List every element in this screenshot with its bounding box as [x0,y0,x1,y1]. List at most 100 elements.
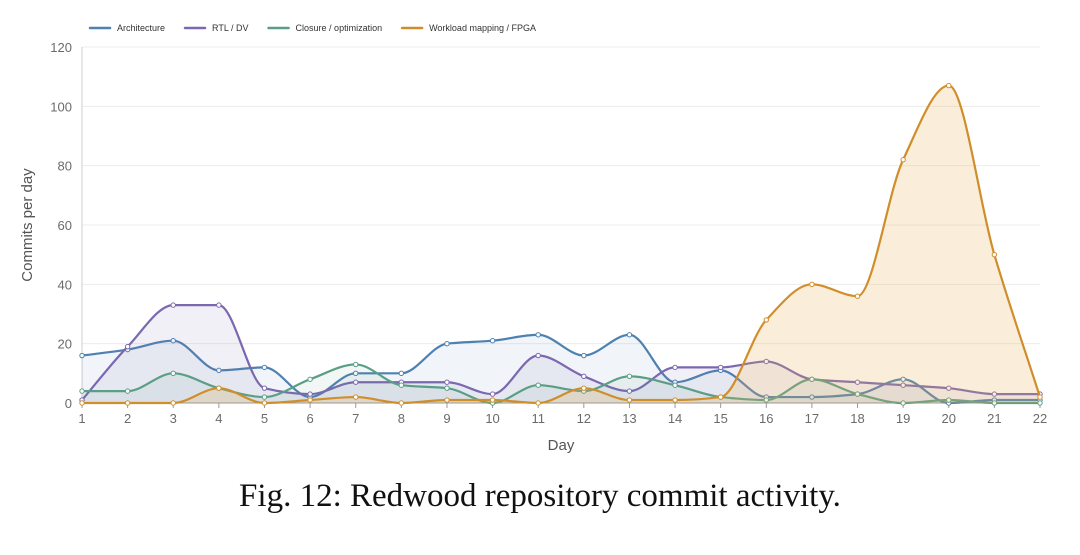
x-tick-label: 7 [352,411,359,426]
y-tick-label: 120 [50,40,72,55]
x-tick-label: 3 [170,411,177,426]
series-area-2 [82,364,1040,403]
data-point [216,367,222,374]
x-tick-label: 2 [124,411,131,426]
data-point [717,364,724,371]
data-point [991,391,998,397]
data-point [261,400,268,406]
data-point [79,400,85,406]
data-point [444,397,450,403]
x-tick-label: 4 [215,411,222,426]
x-tick-label: 14 [668,411,682,426]
data-point [170,302,176,308]
data-point [535,352,541,359]
data-point [763,397,769,403]
data-point [535,382,541,388]
data-point [444,385,450,391]
data-point [216,302,222,308]
data-point [581,352,587,359]
x-tick-label: 22 [1033,411,1047,426]
data-point [79,388,85,394]
data-point [489,391,496,397]
x-tick-label: 18 [850,411,864,426]
data-point [854,293,861,299]
legend-label[interactable]: Workload mapping / FPGA [429,23,536,33]
data-point [535,332,541,338]
data-point [672,364,678,371]
series-area-0 [82,334,1040,403]
x-tick-label: 16 [759,411,773,426]
data-point [444,340,450,347]
y-tick-label: 0 [65,396,72,411]
data-point [946,82,952,89]
x-tick-label: 8 [398,411,405,426]
data-point [626,388,633,394]
data-point [626,332,633,338]
series-line-1 [81,304,1040,401]
data-point [581,385,587,391]
y-tick-label: 40 [58,277,72,292]
y-tick-label: 80 [58,159,72,174]
data-point [489,397,496,403]
data-point [124,388,131,394]
data-point [353,361,359,368]
data-point [170,400,176,406]
data-point [900,157,906,163]
data-point [261,364,268,371]
series-line-3 [82,84,1042,405]
data-point [216,385,222,391]
x-tick-label: 20 [942,411,956,426]
data-point [717,394,724,400]
data-point [398,370,405,377]
legend-label[interactable]: Closure / optimization [296,23,383,33]
data-point [170,370,176,377]
data-point [763,317,769,323]
data-point [809,394,815,400]
data-point [398,400,405,406]
data-point [900,382,906,388]
x-tick-label: 11 [531,411,545,426]
data-point [489,338,496,344]
x-tick-label: 15 [713,411,727,426]
figure-caption: Fig. 12: Redwood repository commit activ… [239,478,841,514]
data-point [398,382,405,388]
legend-label[interactable]: Architecture [117,23,165,33]
y-tick-label: 100 [50,99,72,114]
series-layer [79,82,1043,406]
x-tick-label: 1 [78,411,85,426]
x-tick-label: 6 [306,411,313,426]
data-point [124,343,131,350]
data-point [307,397,313,403]
y-tick-label: 60 [58,218,72,233]
data-point [991,251,998,258]
data-point [809,376,815,382]
x-tick-label: 19 [896,411,910,426]
x-axis-title: Day [548,437,575,454]
data-point [763,358,769,365]
data-point [1037,394,1043,400]
data-point [991,400,998,406]
legend-label[interactable]: RTL / DV [212,23,249,33]
x-tick-label: 13 [622,411,636,426]
x-tick-label: 12 [577,411,591,426]
data-point [170,338,176,344]
data-point [581,373,587,379]
data-point [854,379,861,385]
data-point [444,379,450,385]
data-point [79,352,85,359]
x-tick-label: 10 [485,411,499,426]
data-point [900,376,906,382]
data-point [672,382,678,388]
data-point [626,373,633,379]
y-tick-label: 20 [58,337,72,352]
x-tick-label: 17 [805,411,819,426]
data-point [1037,400,1043,406]
data-point [672,397,678,403]
data-point [261,394,268,400]
series-line-0 [81,333,1040,405]
data-point [353,379,359,385]
series-line-2 [82,363,1040,405]
data-point [353,370,359,377]
